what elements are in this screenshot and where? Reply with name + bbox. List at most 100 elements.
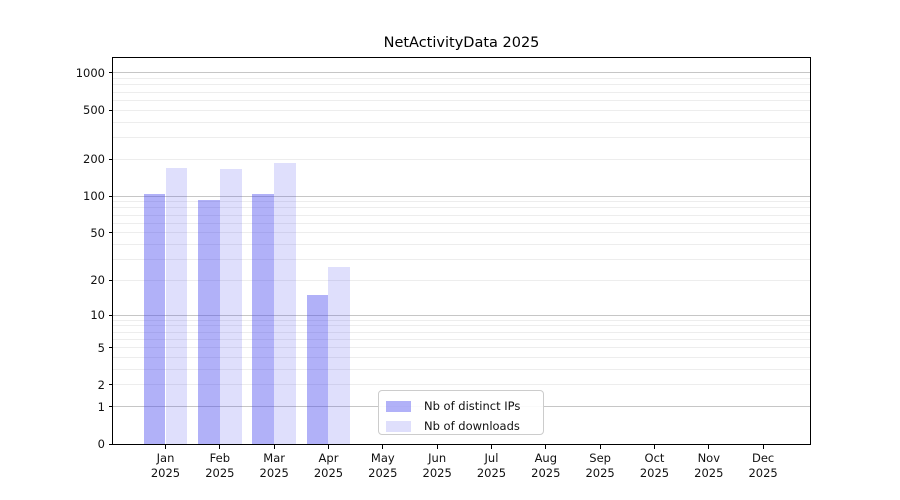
x-tick-month: Apr [318, 451, 339, 465]
x-tick-mark [219, 445, 221, 449]
x-tick-month: Mar [263, 451, 285, 465]
x-tick-year: 2025 [639, 465, 670, 480]
legend-label-downloads: Nb of downloads [424, 419, 520, 433]
gridline-minor [113, 158, 810, 160]
gridline-minor [113, 384, 810, 386]
x-tick-label: Sep 2025 [572, 451, 628, 480]
bar-nb-of-distinct-ips-mar [252, 193, 275, 444]
x-tick-month: Nov [697, 451, 721, 465]
gridline-minor [113, 214, 810, 216]
bar-nb-of-downloads-jan [165, 168, 188, 444]
y-tick-mark [109, 384, 113, 386]
x-tick-mark [762, 445, 764, 449]
gridline-minor [113, 91, 810, 93]
y-tick-mark [109, 158, 113, 160]
x-tick-mark [490, 445, 492, 449]
x-tick-mark [653, 445, 655, 449]
legend-swatch-distinct-ips [386, 400, 411, 412]
x-tick-label: Aug 2025 [518, 451, 574, 480]
y-tick-mark [109, 443, 113, 445]
gridline-major [113, 195, 810, 197]
x-tick-month: Feb [209, 451, 231, 465]
gridline-minor [113, 369, 810, 371]
x-tick-label: Jun 2025 [409, 451, 465, 480]
x-tick-year: 2025 [531, 465, 561, 480]
y-tick-label: 500 [83, 103, 105, 118]
y-tick-mark [109, 109, 113, 111]
x-tick-label: Oct 2025 [626, 451, 682, 480]
gridline-minor [113, 201, 810, 203]
plot-area [112, 57, 811, 445]
y-tick-mark [109, 72, 113, 74]
gridline-minor [113, 279, 810, 281]
gridline-minor [113, 325, 810, 327]
gridline-minor [113, 319, 810, 321]
y-tick-label: 20 [90, 273, 105, 288]
x-tick-label: Dec 2025 [735, 451, 791, 480]
gridline-minor [113, 78, 810, 80]
x-tick-mark [599, 445, 601, 449]
gridline-minor [113, 121, 810, 123]
gridline-minor [113, 232, 810, 234]
x-tick-month: Jan [156, 451, 175, 465]
y-tick-label: 1000 [75, 65, 105, 80]
gridline-major [113, 72, 810, 74]
gridline-minor [113, 338, 810, 340]
y-tick-label: 2 [97, 377, 105, 392]
x-tick-mark [273, 445, 275, 449]
legend-label-distinct-ips: Nb of distinct IPs [424, 399, 521, 413]
gridline-minor [113, 259, 810, 261]
x-tick-year: 2025 [150, 465, 181, 480]
x-tick-mark [327, 445, 329, 449]
y-tick-label: 1 [97, 399, 105, 414]
x-tick-year: 2025 [476, 465, 507, 480]
y-tick-mark [109, 232, 113, 234]
y-tick-mark [109, 406, 113, 408]
bar-nb-of-distinct-ips-jan [143, 193, 166, 444]
gridline-minor [113, 109, 810, 111]
x-tick-label: Feb 2025 [192, 451, 248, 480]
x-tick-year: 2025 [585, 465, 615, 480]
y-tick-label: 50 [90, 225, 105, 240]
x-tick-label: May 2025 [355, 451, 411, 480]
x-tick-month: Dec [751, 451, 775, 465]
x-tick-month: Jul [484, 451, 499, 465]
y-tick-mark [109, 347, 113, 349]
gridline-minor [113, 84, 810, 86]
y-tick-label: 100 [83, 189, 105, 204]
legend-swatch-downloads [386, 420, 411, 432]
x-tick-year: 2025 [259, 465, 289, 480]
gridline-minor [113, 331, 810, 333]
y-tick-mark [109, 195, 113, 197]
gridline-minor [113, 357, 810, 359]
x-tick-year: 2025 [694, 465, 724, 480]
x-tick-month: Sep [589, 451, 611, 465]
x-tick-label: Jan 2025 [138, 451, 194, 480]
x-tick-year: 2025 [748, 465, 778, 480]
x-tick-month: May [370, 451, 395, 465]
gridline-minor [113, 222, 810, 224]
bar-nb-of-downloads-feb [219, 169, 242, 444]
bar-nb-of-downloads-mar [274, 162, 296, 444]
y-tick-label: 200 [83, 152, 105, 167]
x-tick-month: Jun [428, 451, 447, 465]
gridline-minor [113, 207, 810, 209]
legend-entry-downloads: Nb of downloads [386, 418, 543, 434]
x-tick-mark [382, 445, 384, 449]
legend: Nb of distinct IPs Nb of downloads [378, 390, 544, 435]
gridline-minor [113, 99, 810, 101]
y-tick-label: 0 [97, 437, 105, 451]
bar-nb-of-downloads-apr [328, 266, 351, 444]
x-tick-mark [165, 445, 166, 449]
chart-title: NetActivityData 2025 [383, 35, 540, 51]
bar-nb-of-distinct-ips-apr [306, 295, 329, 444]
y-tick-label: 5 [97, 340, 105, 355]
y-tick-mark [109, 314, 113, 316]
x-tick-label: Mar 2025 [246, 451, 302, 480]
y-tick-mark [109, 279, 113, 281]
gridline-major [113, 314, 810, 316]
x-tick-year: 2025 [313, 465, 344, 480]
bar-nb-of-distinct-ips-feb [198, 199, 220, 444]
x-tick-month: Aug [534, 451, 558, 465]
